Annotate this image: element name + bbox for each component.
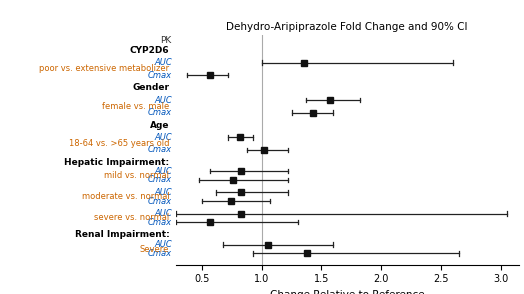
Text: AUC: AUC: [154, 133, 172, 142]
Text: mild vs. normal: mild vs. normal: [104, 171, 169, 180]
Text: Renal Impairment:: Renal Impairment:: [74, 230, 169, 239]
Text: Age: Age: [150, 121, 169, 130]
Text: AUC: AUC: [154, 188, 172, 197]
Text: severe vs. normal: severe vs. normal: [94, 213, 169, 222]
Text: Gender: Gender: [132, 83, 169, 92]
Text: AUC: AUC: [154, 209, 172, 218]
Title: Dehydro-Aripiprazole Fold Change and 90% CI: Dehydro-Aripiprazole Fold Change and 90%…: [226, 22, 468, 32]
Text: Cmax: Cmax: [148, 71, 172, 80]
Text: poor vs. extensive metabolizer: poor vs. extensive metabolizer: [39, 64, 169, 74]
Text: Cmax: Cmax: [148, 196, 172, 206]
Text: AUC: AUC: [154, 167, 172, 176]
Text: Cmax: Cmax: [148, 249, 172, 258]
Text: 18-64 vs. >65 years old: 18-64 vs. >65 years old: [69, 139, 169, 148]
Text: Hepatic Impairment:: Hepatic Impairment:: [64, 158, 169, 167]
Text: Severe: Severe: [140, 245, 169, 253]
Text: Cmax: Cmax: [148, 146, 172, 154]
Text: moderate vs. normal: moderate vs. normal: [82, 192, 169, 201]
Text: Cmax: Cmax: [148, 108, 172, 117]
Text: CYP2D6: CYP2D6: [129, 46, 169, 55]
Text: AUC: AUC: [154, 96, 172, 105]
Text: female vs. male: female vs. male: [102, 102, 169, 111]
Text: AUC: AUC: [154, 240, 172, 249]
Text: Cmax: Cmax: [148, 175, 172, 184]
Text: PK: PK: [161, 36, 172, 45]
X-axis label: Change Relative to Reference: Change Relative to Reference: [270, 290, 424, 294]
Text: AUC: AUC: [154, 58, 172, 67]
Text: Cmax: Cmax: [148, 218, 172, 227]
